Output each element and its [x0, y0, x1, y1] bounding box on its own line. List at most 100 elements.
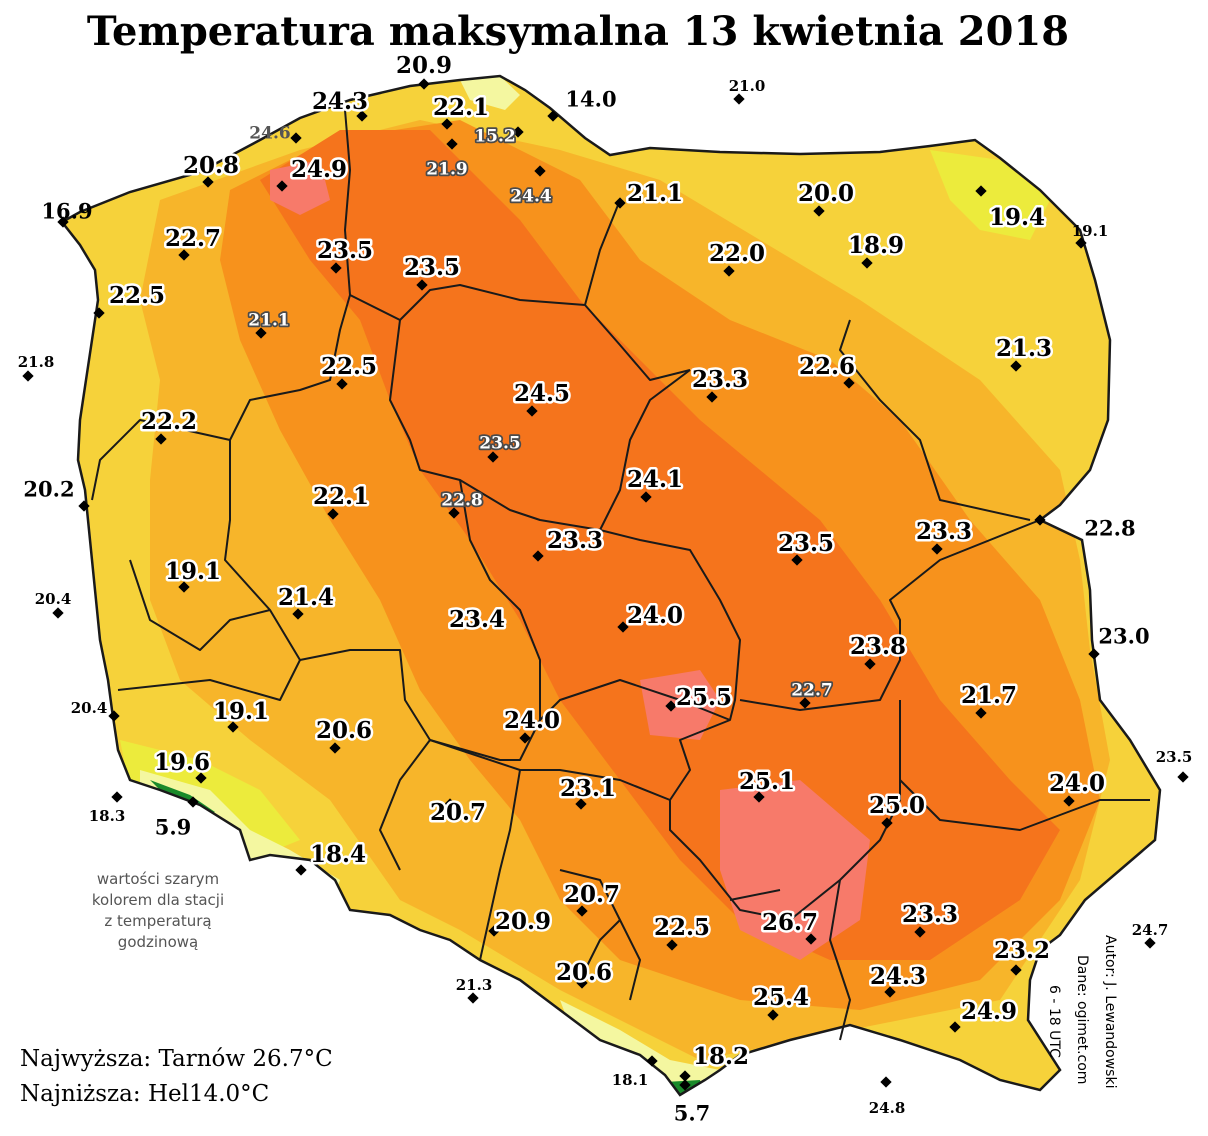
- station-marker: [931, 543, 943, 555]
- voivodeship-border-8: [117, 659, 301, 701]
- station-value: 25.0: [869, 792, 925, 819]
- country-border: [60, 74, 1162, 1097]
- station: 20.4: [35, 590, 71, 619]
- station-marker: [178, 581, 190, 593]
- station: 19.1: [210, 696, 272, 733]
- station-marker: [884, 986, 896, 998]
- note-line-2: kolorem dla stacji: [92, 891, 224, 909]
- station-marker: [666, 939, 678, 951]
- station-marker: [202, 176, 214, 188]
- station-value: 19.1: [213, 698, 269, 725]
- station: 24.4: [509, 165, 554, 208]
- station-value: 24.3: [312, 88, 368, 115]
- station-value: 21.0: [729, 77, 766, 95]
- voivodeship-border-17: [829, 879, 851, 1041]
- station-value: 21.1: [627, 180, 683, 207]
- station: 19.6: [151, 747, 213, 784]
- station: 24.3: [309, 86, 371, 122]
- station-value: 23.1: [560, 775, 616, 802]
- station: 22.2: [138, 406, 200, 445]
- station: 20.0: [795, 178, 857, 217]
- voivodeship-border-5: [839, 319, 1031, 521]
- station-value: 24.1: [627, 466, 683, 493]
- station-value: 22.7: [165, 225, 221, 252]
- station: 20.8: [180, 150, 242, 188]
- station: 24.8: [869, 1076, 905, 1117]
- station-value: 23.5: [778, 530, 834, 557]
- station: 25.0: [866, 790, 928, 829]
- note-line-1: wartości szarym: [97, 870, 219, 888]
- station-marker: [706, 391, 718, 403]
- station-marker: [1075, 237, 1087, 249]
- station-value: 20.9: [495, 908, 551, 935]
- station-value: 20.7: [430, 799, 486, 826]
- station: 22.8: [440, 489, 484, 519]
- station-marker: [187, 796, 199, 808]
- station-marker: [519, 732, 531, 744]
- station: 18.2: [646, 1041, 752, 1073]
- station-value: 5.7: [674, 1101, 711, 1126]
- station-marker: [805, 933, 817, 945]
- station-value: 21.9: [426, 160, 467, 180]
- station: 23.3: [532, 525, 606, 562]
- station-value: 21.3: [996, 335, 1052, 362]
- station-marker: [753, 791, 765, 803]
- station-value: 21.1: [248, 311, 289, 331]
- station-marker: [52, 607, 64, 619]
- highest-temperature: Najwyższa: Tarnów 26.7°C: [20, 1046, 333, 1072]
- station-value: 5.9: [155, 815, 192, 840]
- station-marker: [949, 1021, 961, 1033]
- station-marker: [1088, 648, 1100, 660]
- station-marker: [329, 742, 341, 754]
- station-value: 23.8: [850, 633, 906, 660]
- voivodeship-border-1: [349, 284, 691, 381]
- station-marker: [640, 491, 652, 503]
- station-marker: [813, 205, 825, 217]
- station-value: 24.5: [514, 380, 570, 407]
- station-value: 19.1: [1072, 222, 1109, 240]
- station: 20.6: [313, 715, 375, 754]
- station: 26.7: [759, 907, 821, 945]
- voivodeship-border-12: [479, 769, 521, 961]
- station-value: 20.8: [183, 152, 239, 179]
- station-value: 20.0: [798, 180, 854, 207]
- station-value: 20.2: [23, 477, 74, 502]
- station: 22.8: [1034, 514, 1136, 541]
- voivodeship-border-7: [129, 559, 271, 651]
- station: 24.1: [624, 464, 686, 503]
- station: 21.3: [456, 976, 492, 1004]
- voivodeship-border-4: [599, 369, 691, 531]
- station: 19.1: [1072, 222, 1109, 249]
- station-marker: [227, 721, 239, 733]
- station-marker: [1010, 964, 1022, 976]
- station-marker: [617, 621, 629, 633]
- station: 5.9: [155, 796, 199, 840]
- station: 18.9: [845, 230, 907, 269]
- station-marker: [767, 1009, 779, 1021]
- station-value: 22.1: [433, 94, 489, 121]
- station-value: 24.6: [249, 124, 290, 144]
- station-value: 22.1: [313, 483, 369, 510]
- station-marker: [1010, 360, 1022, 372]
- station: 20.2: [23, 477, 90, 512]
- station-marker: [276, 180, 288, 192]
- station-marker: [679, 1079, 691, 1091]
- station-marker: [1034, 514, 1046, 526]
- station-marker: [330, 262, 342, 274]
- station: 21.7: [958, 680, 1020, 719]
- station: 22.7: [162, 223, 224, 261]
- station-value: 25.5: [676, 684, 732, 711]
- temperature-zone-5: [720, 780, 870, 960]
- station: 25.1: [736, 766, 798, 803]
- station-value: 22.0: [709, 240, 765, 267]
- station-value: 23.5: [1156, 748, 1193, 766]
- station-value: 19.6: [154, 749, 210, 776]
- note-line-4: godzinową: [118, 933, 198, 951]
- station: 23.3: [689, 364, 751, 403]
- station-marker: [665, 700, 677, 712]
- poland-temperature-field: [62, 76, 1160, 1095]
- station-value: 20.4: [71, 699, 108, 717]
- station-marker: [614, 197, 626, 209]
- station: 21.1: [247, 309, 291, 339]
